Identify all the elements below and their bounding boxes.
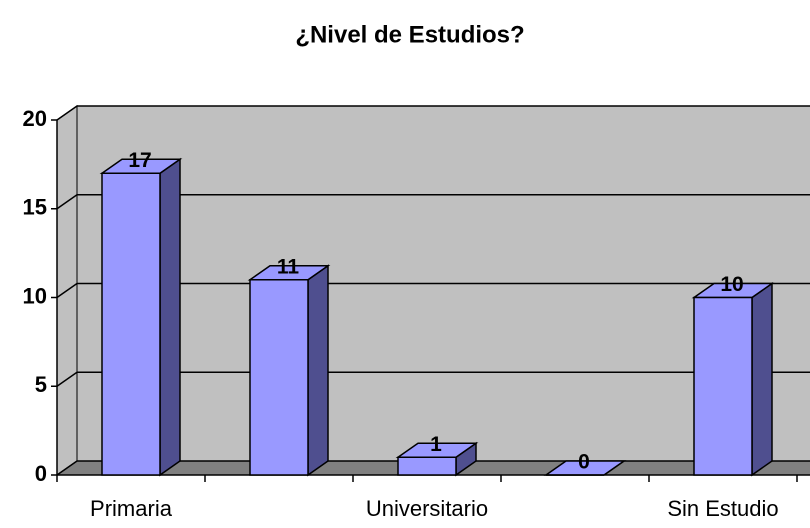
data-label: 11 bbox=[277, 255, 300, 278]
x-tick-label: Universitario bbox=[366, 496, 488, 521]
bar-front bbox=[693, 296, 753, 476]
bar-side bbox=[159, 157, 181, 477]
grid-line bbox=[56, 371, 810, 387]
bar bbox=[99, 157, 183, 477]
bar-side bbox=[751, 282, 773, 477]
y-tick-label: 5 bbox=[35, 372, 47, 397]
bar-front bbox=[397, 456, 457, 476]
y-tick-label: 0 bbox=[35, 461, 47, 486]
x-tick-label: Primaria bbox=[90, 496, 173, 521]
y-tick-label: 10 bbox=[23, 283, 47, 308]
data-label: 17 bbox=[128, 149, 151, 172]
bar bbox=[395, 441, 479, 477]
x-tick-label: Sin Estudio bbox=[667, 496, 778, 521]
data-label: 0 bbox=[578, 451, 590, 474]
bar-front bbox=[249, 279, 309, 476]
grid-line bbox=[56, 194, 810, 210]
y-tick-label: 20 bbox=[23, 106, 47, 131]
data-label: 1 bbox=[430, 433, 442, 456]
bar bbox=[543, 460, 627, 476]
data-label: 10 bbox=[720, 273, 743, 296]
bar bbox=[691, 282, 775, 477]
grid-line bbox=[56, 105, 810, 121]
chart-title: ¿Nivel de Estudios? bbox=[295, 21, 524, 48]
grid-line bbox=[56, 282, 810, 299]
y-tick-label: 15 bbox=[23, 195, 47, 220]
bar bbox=[247, 264, 331, 477]
bar-side bbox=[307, 264, 329, 477]
bar-front bbox=[101, 172, 161, 476]
